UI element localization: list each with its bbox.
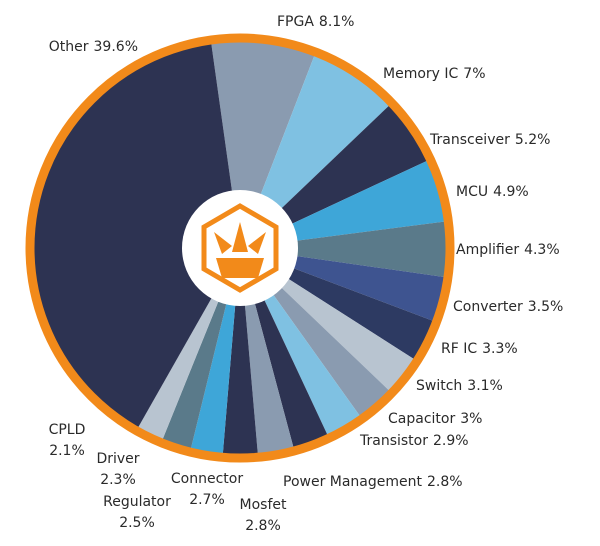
category-label: Connector [171, 471, 243, 487]
value-label: 2.9% [433, 433, 469, 449]
center-logo [201, 203, 279, 293]
logo-base [216, 258, 264, 278]
category-label: Amplifier [456, 242, 519, 258]
logo-petal [214, 232, 232, 254]
slice-label: Regulator 2.5% [103, 494, 171, 531]
slice-label: Capacitor 3% [388, 411, 482, 427]
category-label: Driver [96, 451, 139, 467]
slice-label: Other 39.6% [49, 39, 138, 55]
slice-label: Amplifier 4.3% [456, 242, 560, 258]
value-label: 3.3% [482, 341, 518, 357]
category-label: Capacitor [388, 411, 455, 427]
category-label: Switch [416, 378, 462, 394]
slice-label: CPLD 2.1% [49, 422, 86, 459]
slice-label: RF IC 3.3% [441, 341, 518, 357]
value-label: 2.8% [427, 474, 463, 490]
category-label: CPLD [49, 422, 86, 438]
value-label: 3.1% [467, 378, 503, 394]
value-label: 2.7% [189, 492, 225, 508]
value-label: 7% [463, 66, 485, 82]
logo-shapes [214, 222, 266, 278]
value-label: 4.9% [493, 184, 529, 200]
category-label: Other [49, 39, 89, 55]
category-label: Transceiver [429, 132, 510, 148]
value-label: 2.8% [245, 518, 281, 534]
slice [222, 248, 258, 454]
category-label: RF IC [441, 341, 477, 357]
value-label: 2.5% [119, 515, 155, 531]
slice-label: MCU 4.9% [456, 184, 529, 200]
value-label: 5.2% [515, 132, 551, 148]
slice [240, 221, 446, 278]
category-label: FPGA [277, 14, 314, 30]
slice-label: Mosfet 2.8% [240, 497, 287, 534]
value-label: 2.1% [49, 443, 85, 459]
logo-hexagon [201, 203, 279, 293]
logo-petal [248, 232, 266, 254]
category-label: Converter [453, 299, 523, 315]
value-label: 2.3% [100, 472, 136, 488]
logo-petal [232, 222, 248, 252]
slice-label: FPGA 8.1% [277, 14, 355, 30]
slice-label: Converter 3.5% [453, 299, 563, 315]
value-label: 8.1% [319, 14, 355, 30]
slice-label: Switch 3.1% [416, 378, 503, 394]
value-label: 39.6% [94, 39, 138, 55]
slice-label: Driver 2.3% [96, 451, 139, 488]
slice-label: Transceiver 5.2% [429, 132, 550, 148]
slice-label: Power Management 2.8% [283, 474, 463, 490]
slice [240, 55, 389, 248]
labels: FPGA 8.1% Memory IC 7% Transceiver 5.2% MCU 4.9… [49, 14, 564, 534]
value-label: 3.5% [528, 299, 564, 315]
category-label: MCU [456, 184, 488, 200]
slice-label: Connector 2.7% [171, 471, 243, 508]
category-label: Mosfet [240, 497, 287, 513]
category-label: Transistor [359, 433, 428, 449]
pie-ring [25, 33, 455, 463]
value-label: 3% [460, 411, 482, 427]
slice-label: Memory IC 7% [383, 66, 486, 82]
slice [240, 105, 427, 248]
category-label: Regulator [103, 494, 171, 510]
category-label: Power Management [283, 474, 423, 490]
slice-label: Transistor 2.9% [359, 433, 469, 449]
value-label: 4.3% [524, 242, 560, 258]
slice [33, 44, 241, 428]
category-label: Memory IC [383, 66, 459, 82]
